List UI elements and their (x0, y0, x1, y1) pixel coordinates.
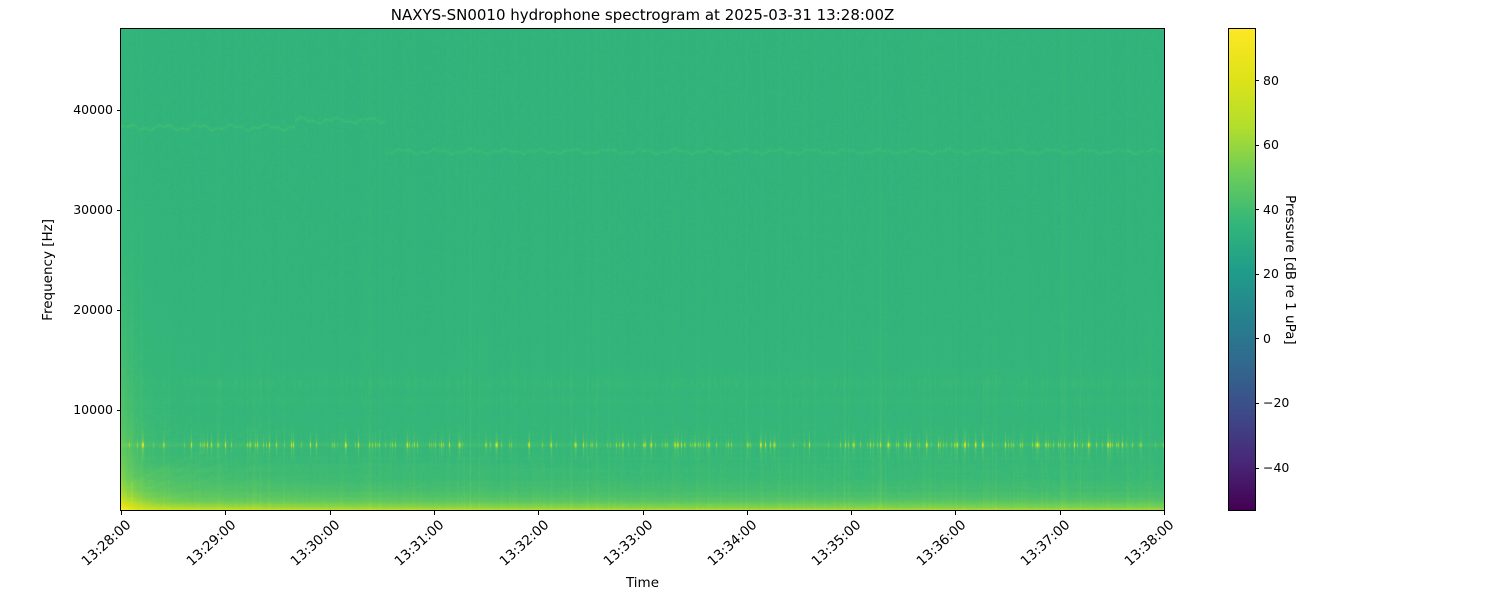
colorbar-tick-mark (1255, 467, 1259, 469)
colorbar-tick-label: −40 (1263, 460, 1290, 476)
y-tick-mark (117, 309, 121, 311)
x-tick-mark (955, 511, 957, 515)
x-tick-mark (121, 511, 122, 515)
x-axis-label: Time (625, 575, 660, 591)
spectrogram-heatmap (121, 29, 1164, 510)
y-tick-mark (117, 209, 121, 211)
colorbar-tick-label: 0 (1263, 330, 1271, 346)
colorbar-tick-mark (1255, 338, 1259, 340)
colorbar-tick-mark (1255, 80, 1259, 82)
colorbar-tick-label: −20 (1263, 395, 1290, 411)
x-tick-mark (642, 511, 644, 515)
colorbar-tick-mark (1255, 209, 1259, 211)
colorbar-tick-mark (1255, 402, 1259, 404)
colorbar-tick-label: 20 (1263, 266, 1279, 282)
colorbar (1228, 28, 1256, 511)
x-tick-mark (329, 511, 331, 515)
y-axis-label: Frequency [Hz] (40, 218, 56, 321)
colorbar-tick-mark (1255, 273, 1259, 275)
colorbar-tick-mark (1255, 144, 1259, 146)
colorbar-tick-label: 80 (1263, 72, 1279, 88)
x-tick-mark (225, 511, 227, 515)
x-tick-mark (746, 511, 748, 515)
colorbar-tick-label: 40 (1263, 201, 1279, 217)
y-tick-mark (117, 409, 121, 411)
chart-title: NAXYS-SN0010 hydrophone spectrogram at 2… (390, 6, 895, 24)
y-tick-label: 10000 (73, 402, 113, 417)
y-tick-label: 20000 (73, 302, 113, 317)
colorbar-gradient (1229, 29, 1255, 510)
y-tick-mark (117, 109, 121, 111)
y-tick-label: 30000 (73, 202, 113, 217)
colorbar-tick-label: 60 (1263, 137, 1279, 153)
x-tick-mark (538, 511, 540, 515)
plot-frame (120, 28, 1165, 511)
y-tick-label: 40000 (73, 102, 113, 117)
x-tick-mark (1164, 511, 1165, 515)
x-tick-mark (1059, 511, 1061, 515)
x-tick-mark (851, 511, 853, 515)
x-tick-mark (433, 511, 435, 515)
colorbar-label: Pressure [dB re 1 uPa] (1282, 194, 1298, 345)
